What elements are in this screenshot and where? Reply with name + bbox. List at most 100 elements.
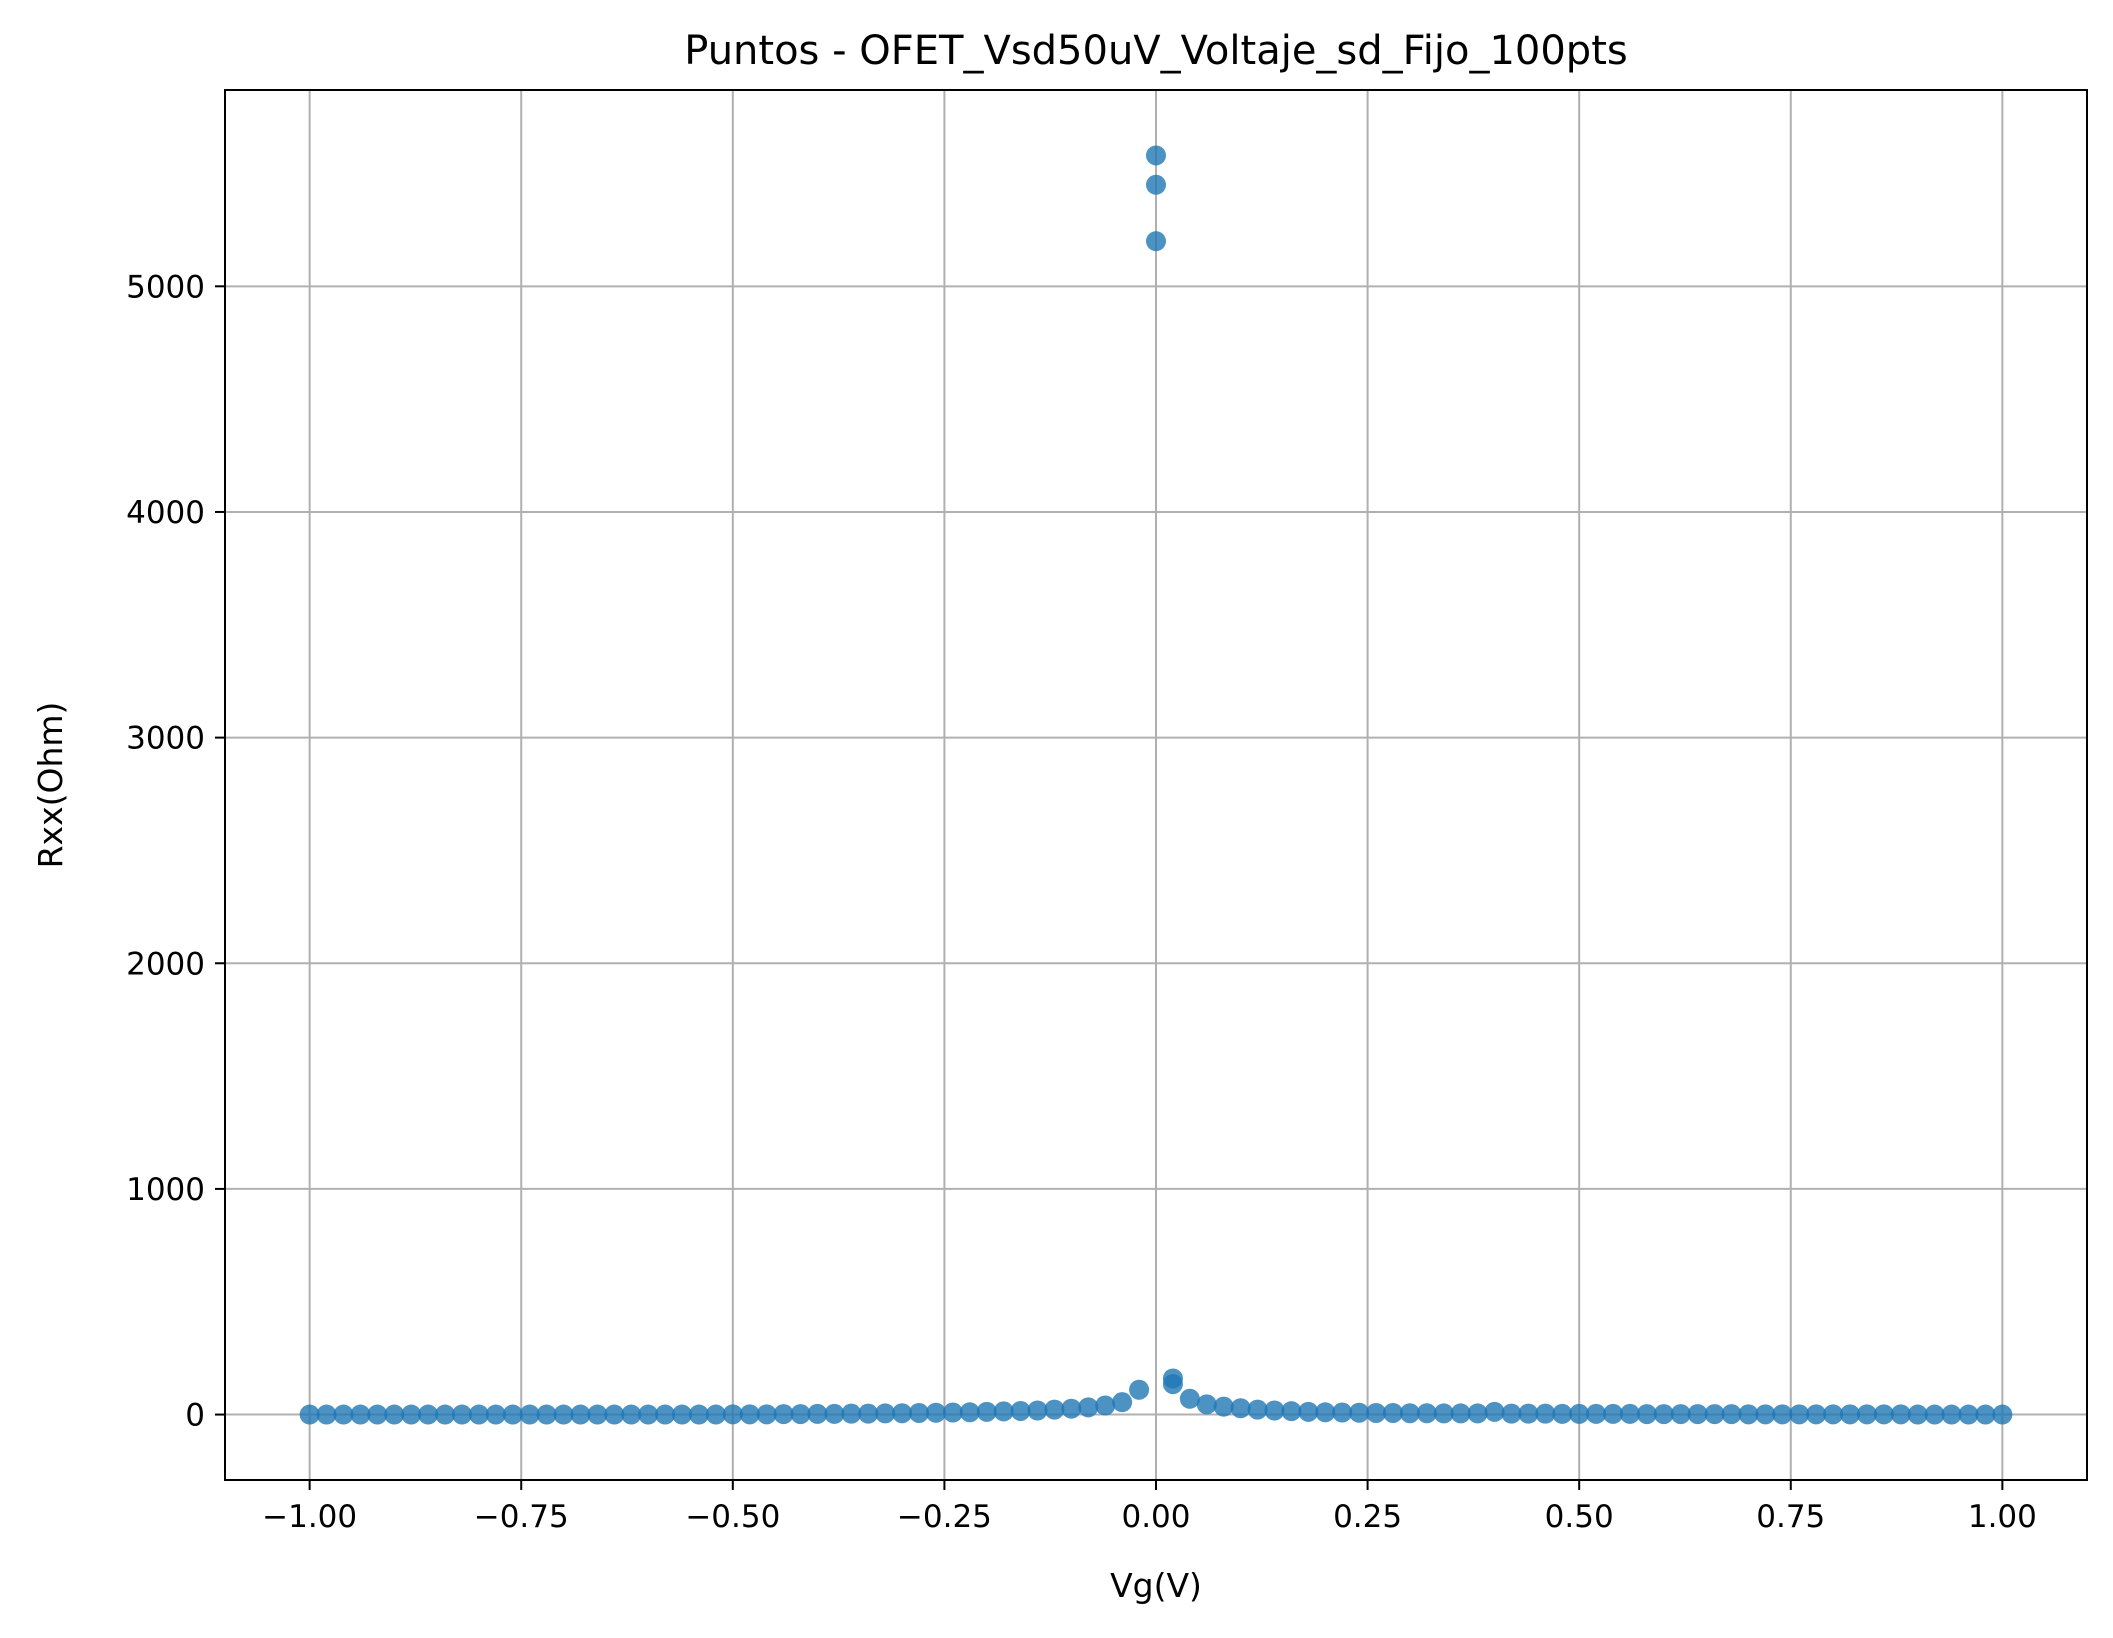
data-point [1586, 1403, 1607, 1424]
data-point [773, 1404, 794, 1425]
data-point [1450, 1403, 1471, 1424]
data-point [1789, 1404, 1810, 1425]
data-point [909, 1402, 930, 1423]
data-point [1315, 1402, 1336, 1423]
data-point [1196, 1394, 1217, 1415]
x-tick-label: 0.25 [1333, 1499, 1402, 1535]
data-point [401, 1404, 422, 1425]
data-point [621, 1404, 642, 1425]
data-point [1467, 1403, 1488, 1424]
data-point [333, 1404, 354, 1425]
data-point [536, 1404, 557, 1425]
data-point [316, 1404, 337, 1425]
x-tick-label: −0.25 [897, 1499, 992, 1535]
data-point [858, 1403, 879, 1424]
data-point [1535, 1403, 1556, 1424]
data-point [1958, 1404, 1979, 1425]
data-point [1146, 174, 1166, 195]
x-tick-label: 0.00 [1121, 1499, 1190, 1535]
data-point [502, 1404, 523, 1425]
data-point [1518, 1403, 1539, 1424]
x-tick-label: 0.75 [1756, 1499, 1825, 1535]
data-point [655, 1404, 676, 1425]
points-layer [299, 145, 2013, 1425]
data-point [1670, 1404, 1691, 1425]
data-point [892, 1403, 913, 1424]
data-point [1873, 1404, 1894, 1425]
y-axis-label: Rxx(Ohm) [31, 702, 70, 869]
data-point [1992, 1404, 2013, 1425]
data-point [1416, 1403, 1437, 1424]
data-point [1501, 1403, 1522, 1424]
data-point [1332, 1402, 1353, 1423]
data-point [1162, 1374, 1183, 1395]
data-point [1924, 1404, 1945, 1425]
data-point [384, 1404, 405, 1425]
y-tick-label: 2000 [126, 946, 205, 982]
data-point [1823, 1404, 1844, 1425]
x-tick-label: −0.50 [685, 1499, 780, 1535]
data-point [1653, 1404, 1674, 1425]
data-point [1687, 1404, 1708, 1425]
data-point [925, 1402, 946, 1423]
data-point [519, 1404, 540, 1425]
data-point [1755, 1404, 1776, 1425]
x-tick-label: 0.50 [1545, 1499, 1614, 1535]
data-point [1129, 1379, 1150, 1400]
x-tick-label: −1.00 [262, 1499, 357, 1535]
data-point [367, 1404, 388, 1425]
data-point [1433, 1403, 1454, 1424]
data-point [1569, 1403, 1590, 1424]
data-point [1704, 1404, 1725, 1425]
data-point [1281, 1401, 1302, 1422]
data-point [1484, 1401, 1505, 1422]
data-point [1399, 1403, 1420, 1424]
data-point [1061, 1398, 1082, 1419]
x-axis-label: Vg(V) [1110, 1566, 1202, 1605]
data-point [1298, 1401, 1319, 1422]
data-point [1044, 1399, 1065, 1420]
data-point [1806, 1404, 1827, 1425]
data-point [688, 1404, 709, 1425]
data-point [1027, 1400, 1048, 1421]
data-point [638, 1404, 659, 1425]
data-point [1941, 1404, 1962, 1425]
data-point [1840, 1404, 1861, 1425]
data-point [570, 1404, 591, 1425]
chart-title: Puntos - OFET_Vsd50uV_Voltaje_sd_Fijo_10… [684, 28, 1627, 74]
data-point [942, 1402, 963, 1423]
data-point [824, 1403, 845, 1424]
data-point [1078, 1397, 1099, 1418]
data-point [604, 1404, 625, 1425]
data-point [1975, 1404, 1996, 1425]
data-point [1636, 1404, 1657, 1425]
y-tick-label: 0 [185, 1398, 205, 1434]
data-point [1213, 1396, 1234, 1417]
data-point [739, 1404, 760, 1425]
x-tick-label: 1.00 [1968, 1499, 2037, 1535]
data-point [1619, 1403, 1640, 1424]
data-point [807, 1403, 828, 1424]
grid-layer [225, 90, 2087, 1480]
data-point [1264, 1400, 1285, 1421]
data-point [1907, 1404, 1928, 1425]
data-point [1349, 1402, 1370, 1423]
data-point [756, 1404, 777, 1425]
data-point [1552, 1403, 1573, 1424]
data-point [468, 1404, 489, 1425]
data-point [1890, 1404, 1911, 1425]
data-point [1382, 1402, 1403, 1423]
data-point [1010, 1400, 1031, 1421]
data-point [1247, 1399, 1268, 1420]
data-point [1112, 1392, 1133, 1413]
data-point [1856, 1404, 1877, 1425]
data-point [1146, 231, 1166, 252]
data-point [418, 1404, 439, 1425]
data-point [553, 1404, 574, 1425]
data-point [841, 1403, 862, 1424]
data-point [451, 1404, 472, 1425]
data-point [672, 1404, 693, 1425]
data-point [1095, 1395, 1116, 1416]
data-point [1721, 1404, 1742, 1425]
